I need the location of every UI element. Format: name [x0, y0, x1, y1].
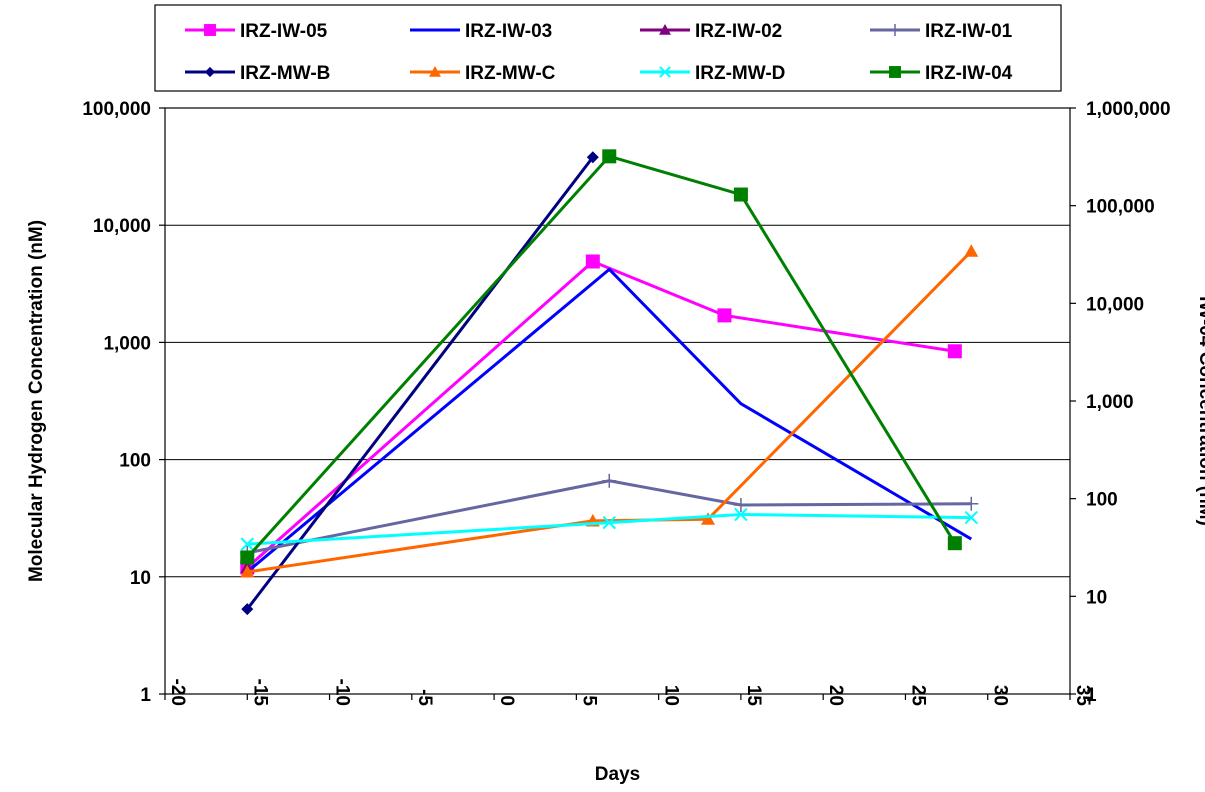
x-tick-label: 25: [907, 685, 928, 707]
legend-label: IRZ-IW-05: [240, 21, 328, 42]
x-tick-label: 20: [825, 685, 846, 706]
legend-box: [154, 4, 1062, 92]
y-tick-label: 1: [140, 685, 151, 706]
marker-square: [240, 550, 255, 565]
series-layer: [240, 149, 979, 616]
marker-square: [947, 344, 962, 359]
marker-x: [659, 66, 671, 78]
y-axis-title: Molecular Hydrogen Concentration (nM): [26, 220, 47, 582]
y2-tick-label: 10: [1086, 587, 1107, 608]
marker-square: [204, 24, 216, 36]
y2-tick-label: 100: [1086, 490, 1118, 511]
marker-triangle: [701, 512, 715, 525]
marker-square: [602, 149, 617, 164]
x-tick-label: 35: [1072, 685, 1093, 707]
series-line: [246, 260, 956, 569]
x-tick-label: -10: [332, 679, 353, 706]
legend-label: IRZ-IW-02: [695, 21, 782, 42]
x-tick-label: 10: [661, 685, 682, 706]
marker-plus: [964, 496, 979, 511]
x-tick-label: -15: [249, 679, 270, 707]
x-tick-label: -5: [414, 689, 435, 706]
gridlines: [165, 224, 1070, 578]
marker-x: [602, 515, 616, 530]
y-tick-label: 1,000: [103, 333, 151, 354]
x-tick-label: -20: [167, 679, 188, 706]
marker-plus: [602, 473, 617, 488]
legend-item: IRZ-MW-B: [185, 63, 330, 84]
y2-tick-label: 100,000: [1086, 197, 1155, 218]
marker-triangle: [240, 564, 255, 578]
marker-triangle: [964, 244, 979, 257]
legend-label: IRZ-MW-C: [465, 63, 556, 84]
legend-item: IRZ-IW-02: [640, 21, 782, 42]
legend: IRZ-IW-05 IRZ-IW-03 IRZ-IW-02 IRZ-IW-01 IRZ-…: [154, 4, 1062, 92]
x-tick-label: 5: [578, 695, 599, 706]
marker-plus: [733, 497, 748, 512]
legend-item: IRZ-IW-04: [870, 63, 1013, 84]
x-tick-label: 15: [743, 685, 764, 707]
y2-axis-title: IW-04 Concentration (nM): [1195, 296, 1205, 526]
marker-square: [947, 536, 962, 551]
y2-tick-label: 1,000: [1086, 392, 1134, 413]
marker-square: [733, 187, 748, 202]
marker-diamond: [204, 66, 216, 78]
series-irz-mw-b: [241, 151, 599, 616]
marker-x: [240, 537, 254, 551]
series-line: [246, 154, 957, 559]
legend-item: IRZ-MW-D: [640, 63, 785, 84]
y2-tick-label: 1: [1086, 685, 1097, 706]
marker-plus: [889, 24, 901, 36]
marker-triangle: [429, 66, 441, 77]
legend-item: IRZ-MW-C: [410, 63, 556, 84]
legend-item: IRZ-IW-03: [410, 21, 552, 42]
y-axis-left: 1 10 100 1,000 10,000 100,000: [82, 99, 165, 706]
legend-label: IRZ-IW-01: [925, 21, 1013, 42]
series-line: [246, 267, 973, 574]
legend-label: IRZ-IW-03: [465, 21, 552, 42]
legend-item: IRZ-IW-01: [870, 21, 1013, 42]
series-line: [246, 479, 972, 555]
y-tick-label: 100: [119, 451, 151, 472]
legend-label: IRZ-MW-D: [695, 63, 785, 84]
series-irz-iw-03: [246, 267, 973, 574]
x-tick-label: 30: [990, 685, 1011, 706]
marker-triangle: [659, 24, 671, 35]
y2-tick-label: 1,000,000: [1086, 99, 1171, 120]
y-tick-label: 10: [130, 568, 151, 589]
marker-diamond: [586, 151, 599, 164]
legend-label: IRZ-MW-B: [240, 63, 330, 84]
y-axis-right: 1 10 100 1,000 10,000 100,000 1,000,000: [1070, 99, 1171, 706]
series-irz-iw-04: [240, 149, 962, 565]
marker-x: [964, 510, 978, 525]
x-axis-title: Days: [595, 764, 640, 785]
series-irz-mw-d: [240, 507, 978, 551]
marker-square: [585, 254, 600, 269]
legend-item: IRZ-IW-05: [185, 21, 328, 42]
x-axis: -20 -15 -10 -5 0 5 10 15 20 25 30 35: [164, 679, 1093, 707]
series-line: [246, 156, 595, 611]
y-tick-label: 10,000: [93, 216, 151, 237]
series-line: [247, 513, 972, 546]
x-tick-label: 0: [496, 695, 517, 706]
legend-label: IRZ-IW-04: [925, 63, 1013, 84]
marker-diamond: [241, 603, 254, 616]
marker-square: [717, 308, 732, 323]
y-tick-label: 100,000: [82, 99, 151, 120]
marker-x: [734, 507, 748, 522]
y2-tick-label: 10,000: [1086, 294, 1144, 315]
marker-square: [889, 66, 901, 78]
